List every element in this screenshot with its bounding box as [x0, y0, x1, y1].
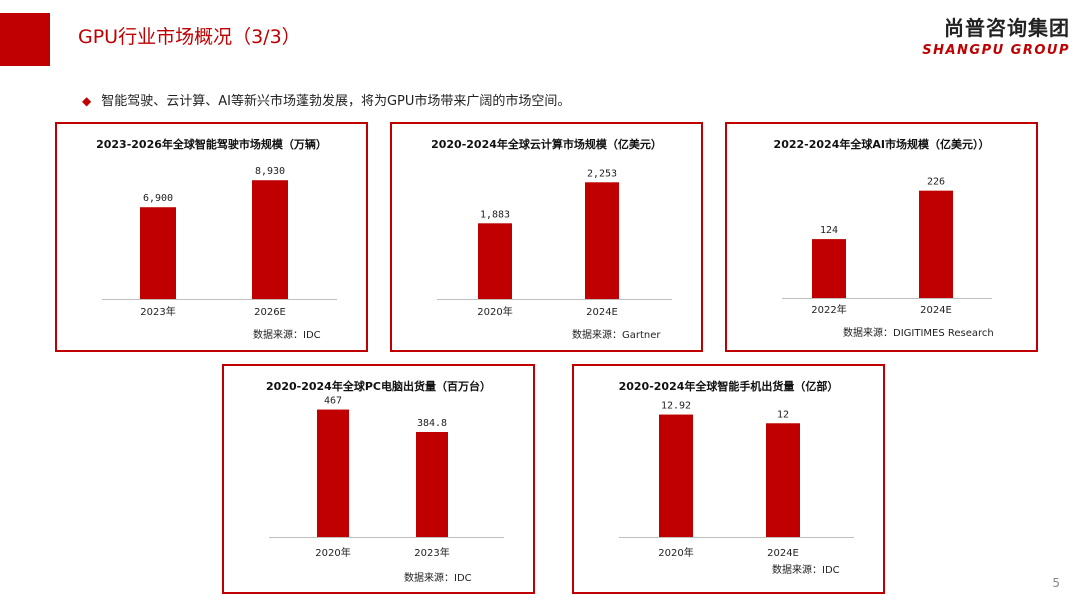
category-label-1: 2020年 [315, 546, 350, 559]
chart-source: 数据来源：IDC [253, 330, 321, 341]
diamond-bullet-icon: ◆ [82, 94, 92, 108]
bar-1 [812, 239, 846, 298]
chart-title: 2022-2024年全球AI市场规模（亿美元）） [773, 138, 990, 151]
chart-panel-smartphone-shipments: 2020-2024年全球智能手机出货量（亿部） 12.92 2020年 12 2024… [572, 364, 885, 594]
category-label-2: 2024E [767, 548, 799, 559]
bar-1 [140, 207, 176, 299]
bar-chart-cloud-computing: 1,883 2020年 2,253 2024E [437, 168, 672, 318]
chart-source: 数据来源：IDC [404, 573, 472, 584]
bar-2 [766, 423, 800, 537]
bar-chart-ai-market: 124 2022年 226 2024E [782, 177, 992, 316]
bar-1 [659, 414, 693, 537]
bar-2 [252, 180, 288, 299]
page-number: 5 [1052, 576, 1060, 590]
chart-panel-ai-market: 2022-2024年全球AI市场规模（亿美元）） 124 2022年 226 2024… [725, 122, 1038, 352]
data-label-1: 6,900 [143, 193, 173, 204]
logo-chinese-name: 尚普咨询集团 [944, 16, 1070, 40]
data-label-1: 467 [324, 396, 342, 407]
logo-english-name: SHANGPU GROUP [922, 43, 1070, 58]
bar-chart-autonomous-driving: 6,900 2023年 8,930 2026E [102, 166, 337, 318]
chart-source: 数据来源：Gartner [572, 330, 661, 341]
chart-title: 2023-2026年全球智能驾驶市场规模（万辆） [96, 138, 327, 151]
data-label-1: 1,883 [480, 209, 510, 220]
bar-2 [416, 431, 448, 537]
category-label-1: 2020年 [658, 546, 693, 559]
headline: ◆ 智能驾驶、云计算、AI等新兴市场蓬勃发展，将为GPU市场带来广阔的市场空间。 [82, 90, 570, 109]
bar-2 [919, 190, 953, 298]
category-label-2: 2024E [586, 307, 618, 318]
title-accent-block [0, 13, 50, 66]
data-label-1: 124 [820, 225, 838, 236]
data-label-2: 8,930 [255, 166, 285, 177]
category-label-1: 2020年 [477, 305, 512, 318]
data-label-1: 12.92 [661, 401, 691, 412]
chart-title: 2020-2024年全球智能手机出货量（亿部） [618, 380, 839, 393]
chart-panel-pc-shipments: 2020-2024年全球PC电脑出货量（百万台） 467 2020年 384.8 20… [222, 364, 535, 594]
bar-chart-pc-shipments: 467 2020年 384.8 2023年 [269, 396, 504, 559]
chart-title: 2020-2024年全球云计算市场规模（亿美元） [431, 138, 662, 151]
category-label-1: 2022年 [811, 303, 846, 316]
bar-1 [317, 409, 349, 537]
data-label-2: 384.8 [417, 418, 447, 429]
brand-logo: 尚普咨询集团 SHANGPU GROUP [922, 12, 1070, 58]
data-label-2: 226 [927, 177, 945, 188]
category-label-2: 2023年 [414, 546, 449, 559]
category-label-2: 2026E [254, 307, 286, 318]
data-label-2: 2,253 [587, 168, 617, 179]
bar-1 [478, 223, 512, 299]
chart-source: 数据来源：IDC [772, 565, 840, 576]
page-title: GPU行业市场概况（3/3） [78, 26, 301, 48]
chart-title: 2020-2024年全球PC电脑出货量（百万台） [266, 380, 491, 393]
chart-panel-cloud-computing: 2020-2024年全球云计算市场规模（亿美元） 1,883 2020年 2,253… [390, 122, 703, 352]
chart-source: 数据来源：DIGITIMES Research [843, 328, 994, 339]
bar-chart-smartphone-shipments: 12.92 2020年 12 2024E [619, 401, 854, 559]
headline-text: 智能驾驶、云计算、AI等新兴市场蓬勃发展，将为GPU市场带来广阔的市场空间。 [101, 94, 571, 109]
bar-2 [585, 182, 619, 299]
category-label-2: 2024E [920, 305, 952, 316]
chart-panel-autonomous-driving: 2023-2026年全球智能驾驶市场规模（万辆） 6,900 2023年 8,930… [55, 122, 368, 352]
category-label-1: 2023年 [140, 305, 175, 318]
data-label-2: 12 [777, 409, 789, 420]
